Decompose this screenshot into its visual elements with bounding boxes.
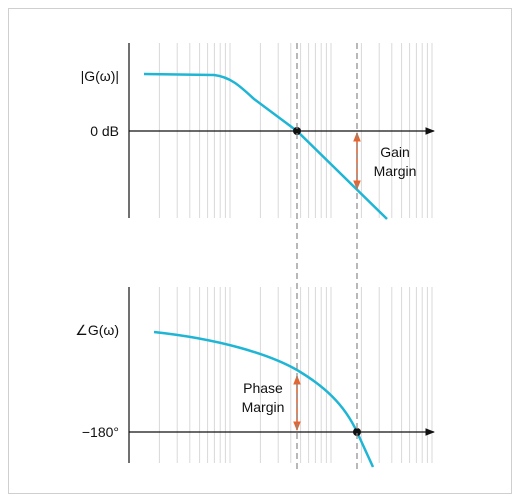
zero-db-label: 0 dB (90, 123, 119, 139)
phase-grid (128, 287, 433, 463)
gain-margin-label-line1: Gain (380, 144, 410, 160)
magnitude-axis-label: |G(ω)| (81, 68, 119, 84)
magnitude-curve (143, 72, 388, 220)
phase-margin-label-line1: Phase (243, 380, 283, 396)
gain-crossover-point (293, 127, 301, 135)
bode-plot-diagram: |G(ω)| 0 dB Gain Margin ∠G(ω) −180° Phas… (75, 43, 435, 469)
magnitude-panel: |G(ω)| 0 dB Gain Margin (81, 43, 435, 220)
phase-crossover-point (353, 428, 361, 436)
phase-panel: ∠G(ω) −180° Phase Margin (75, 287, 435, 468)
figure-frame: |G(ω)| 0 dB Gain Margin ∠G(ω) −180° Phas… (8, 8, 512, 494)
gain-margin-label-line2: Margin (374, 163, 417, 179)
minus180-label: −180° (82, 424, 119, 440)
phase-curve (153, 330, 375, 468)
phase-axis-label: ∠G(ω) (75, 322, 119, 338)
phase-margin-label-line2: Margin (242, 399, 285, 415)
